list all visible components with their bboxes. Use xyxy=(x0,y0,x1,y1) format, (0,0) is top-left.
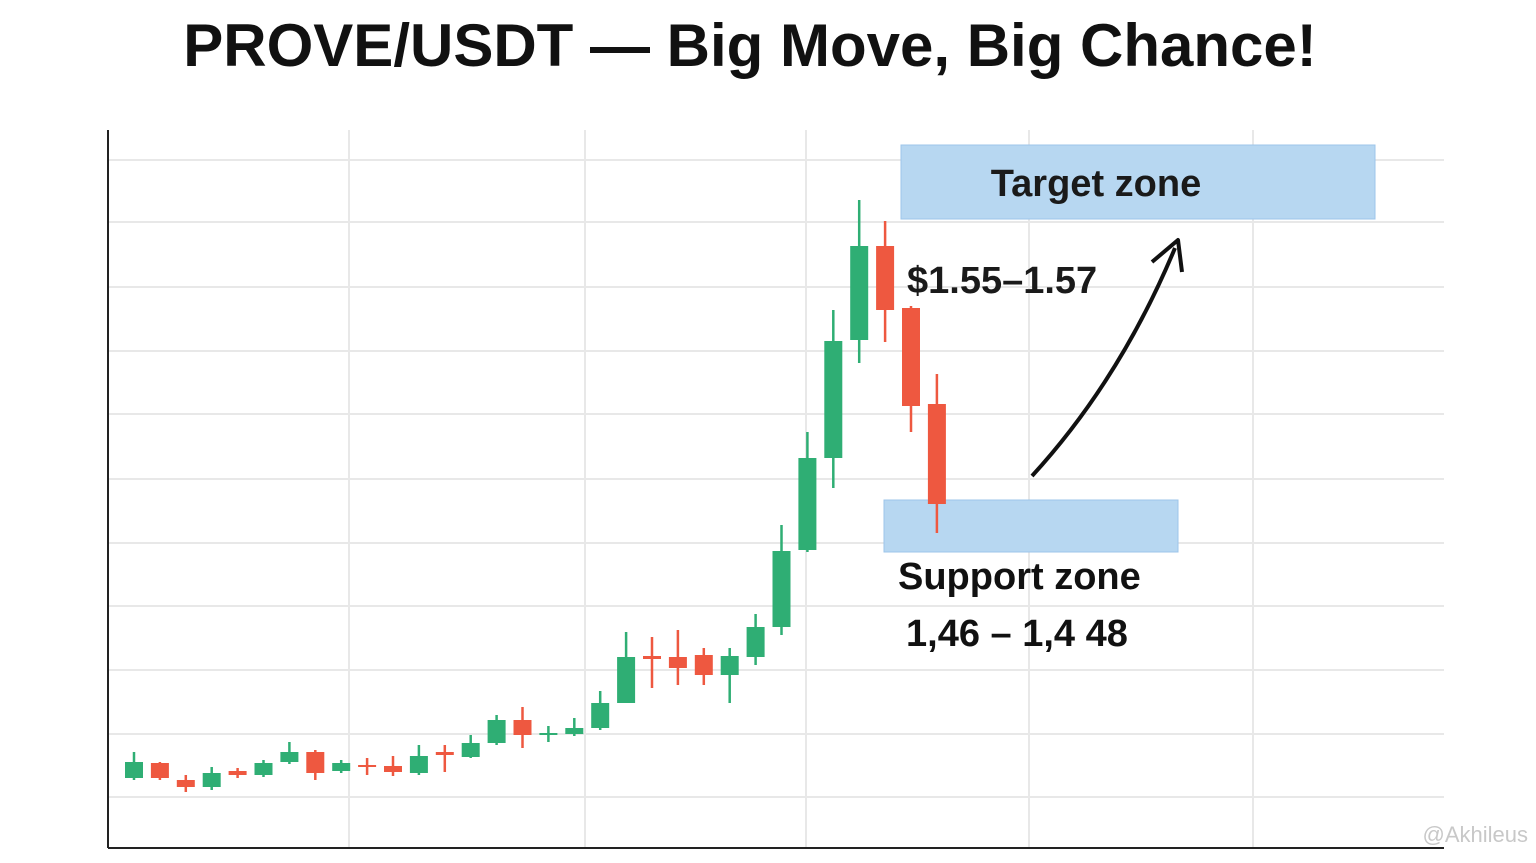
arrow-head xyxy=(1150,238,1184,273)
candle-body xyxy=(876,246,895,310)
candle-body xyxy=(643,656,661,659)
candle-body xyxy=(539,733,558,735)
candle-body xyxy=(617,657,636,703)
candle-body xyxy=(565,728,584,734)
candle-body xyxy=(694,655,713,675)
support-price: 1,46 – 1,4 48 xyxy=(906,613,1128,655)
candle-body xyxy=(746,627,765,657)
watermark: @Akhileus xyxy=(1423,822,1529,847)
grid xyxy=(108,130,1444,848)
candle-body xyxy=(228,771,247,775)
target-zone xyxy=(900,144,1376,220)
support-zone xyxy=(883,499,1179,553)
candle-body xyxy=(358,765,377,767)
candle-body xyxy=(798,458,817,550)
candle-body xyxy=(513,720,532,735)
candle-body xyxy=(280,752,299,762)
target-label: Target zone xyxy=(991,163,1201,205)
candle-body xyxy=(125,762,143,778)
candle-body xyxy=(332,763,351,771)
target-price: $1.55–1.57 xyxy=(907,260,1097,302)
candle-body xyxy=(306,752,325,773)
candle-body xyxy=(487,720,506,743)
candle-body xyxy=(254,763,273,775)
candle-body xyxy=(902,308,920,406)
candle-body xyxy=(202,773,221,787)
candle-body xyxy=(850,246,869,340)
candle-body xyxy=(461,743,480,757)
candle-body xyxy=(409,756,428,773)
candle-body xyxy=(668,657,687,668)
candle-body xyxy=(435,752,454,755)
support-label: Support zone xyxy=(898,556,1141,598)
chart-title: PROVE/USDT — Big Move, Big Chance! xyxy=(183,12,1316,79)
candle-body xyxy=(591,703,610,728)
candle-body xyxy=(772,551,791,627)
candles xyxy=(125,200,946,792)
candle-body xyxy=(384,766,402,772)
candle-body xyxy=(720,656,739,675)
candle-body xyxy=(176,780,195,787)
candle-body xyxy=(824,341,843,458)
arrow xyxy=(1030,247,1177,478)
candle-body xyxy=(927,404,946,504)
candle-body xyxy=(150,763,169,778)
